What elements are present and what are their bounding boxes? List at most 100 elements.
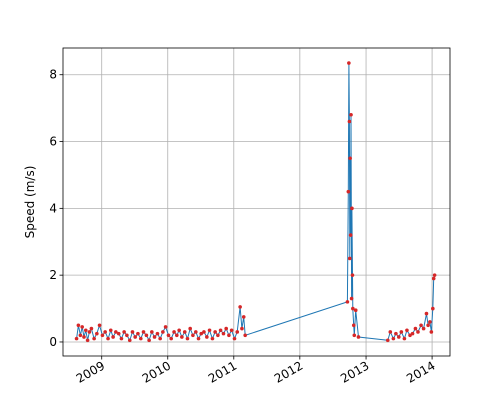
data-point: [185, 336, 190, 341]
y-tick-label: 4: [49, 201, 57, 215]
x-tick-label: 2013: [338, 358, 371, 385]
data-point: [241, 315, 246, 319]
data-point: [424, 311, 429, 316]
data-point: [229, 328, 234, 333]
data-point: [133, 335, 137, 339]
data-point: [103, 330, 107, 334]
data-point: [97, 323, 102, 328]
data-point: [111, 335, 115, 339]
data-point: [87, 330, 92, 334]
data-point: [431, 276, 436, 281]
data-point: [144, 333, 149, 338]
data-point: [350, 206, 354, 211]
data-point: [199, 331, 204, 336]
data-point: [352, 333, 357, 338]
data-point: [413, 326, 418, 331]
data-point: [394, 331, 398, 336]
data-point: [175, 333, 179, 338]
plot-frame: [62, 47, 451, 357]
data-point: [391, 336, 396, 341]
data-point: [388, 330, 393, 334]
data-point: [106, 336, 110, 341]
data-point: [188, 326, 192, 331]
data-point: [396, 335, 401, 339]
data-point: [172, 330, 176, 334]
data-point: [147, 338, 151, 343]
data-point: [221, 331, 226, 336]
data-point: [227, 333, 231, 338]
data-point: [130, 330, 135, 334]
data-point: [138, 336, 143, 341]
data-point: [182, 330, 187, 334]
data-point: [74, 336, 79, 341]
data-point: [177, 328, 181, 333]
data-point: [224, 326, 228, 331]
data-point: [108, 328, 113, 333]
data-point: [347, 119, 352, 124]
data-point: [161, 330, 165, 334]
y-axis-label: Speed (m/s): [23, 166, 37, 239]
data-point: [76, 323, 81, 328]
data-point: [205, 335, 209, 339]
data-point: [426, 323, 430, 328]
data-point: [385, 338, 390, 343]
data-point: [431, 306, 435, 311]
y-tick-label: 2: [49, 268, 57, 282]
data-point: [408, 333, 412, 338]
data-point: [85, 338, 90, 343]
data-point: [238, 305, 242, 309]
data-point: [191, 333, 195, 338]
data-point: [402, 336, 407, 341]
data-point: [349, 113, 353, 117]
x-tick-label: 2011: [206, 358, 239, 385]
data-point: [353, 308, 358, 313]
data-point: [100, 333, 105, 338]
data-point: [410, 331, 415, 336]
data-point: [429, 330, 434, 334]
data-point: [150, 330, 154, 334]
x-tick-label: 2012: [272, 358, 305, 385]
data-point: [346, 189, 351, 194]
data-point: [116, 331, 121, 336]
data-point: [399, 330, 404, 334]
data-point: [152, 335, 157, 339]
data-point: [216, 333, 220, 338]
data-point: [122, 330, 126, 334]
data-point: [351, 306, 355, 311]
data-point: [345, 300, 350, 304]
data-point: [347, 256, 352, 261]
data-point: [207, 328, 212, 333]
data-point: [141, 330, 146, 334]
marker-layer: [74, 61, 437, 343]
data-point: [210, 336, 215, 341]
data-point: [351, 323, 356, 328]
data-point: [202, 330, 206, 334]
y-tick-label: 8: [49, 68, 57, 82]
data-point: [428, 320, 432, 324]
series-layer: [76, 62, 436, 342]
x-tick-label: 2014: [404, 358, 437, 385]
data-point: [240, 326, 244, 331]
y-axis: 0 2 4 6 8: [49, 68, 63, 349]
data-point: [78, 333, 83, 338]
data-point: [169, 336, 173, 341]
data-point: [232, 336, 237, 341]
data-point: [432, 273, 437, 277]
data-point: [348, 233, 353, 237]
data-point: [163, 325, 168, 329]
data-point: [80, 325, 84, 329]
data-point: [349, 296, 354, 301]
data-point: [114, 330, 118, 334]
data-point: [416, 330, 420, 334]
grid: [63, 48, 450, 356]
data-point: [158, 336, 162, 341]
data-point: [92, 336, 96, 341]
data-point: [166, 333, 171, 338]
x-axis: 2009 2010 2011 2012 2013 2014: [74, 356, 438, 386]
data-point: [193, 330, 198, 334]
x-tick-label: 2009: [74, 358, 107, 385]
data-point: [421, 326, 426, 331]
data-point: [419, 323, 423, 328]
data-point: [136, 331, 140, 336]
data-point: [180, 335, 184, 339]
